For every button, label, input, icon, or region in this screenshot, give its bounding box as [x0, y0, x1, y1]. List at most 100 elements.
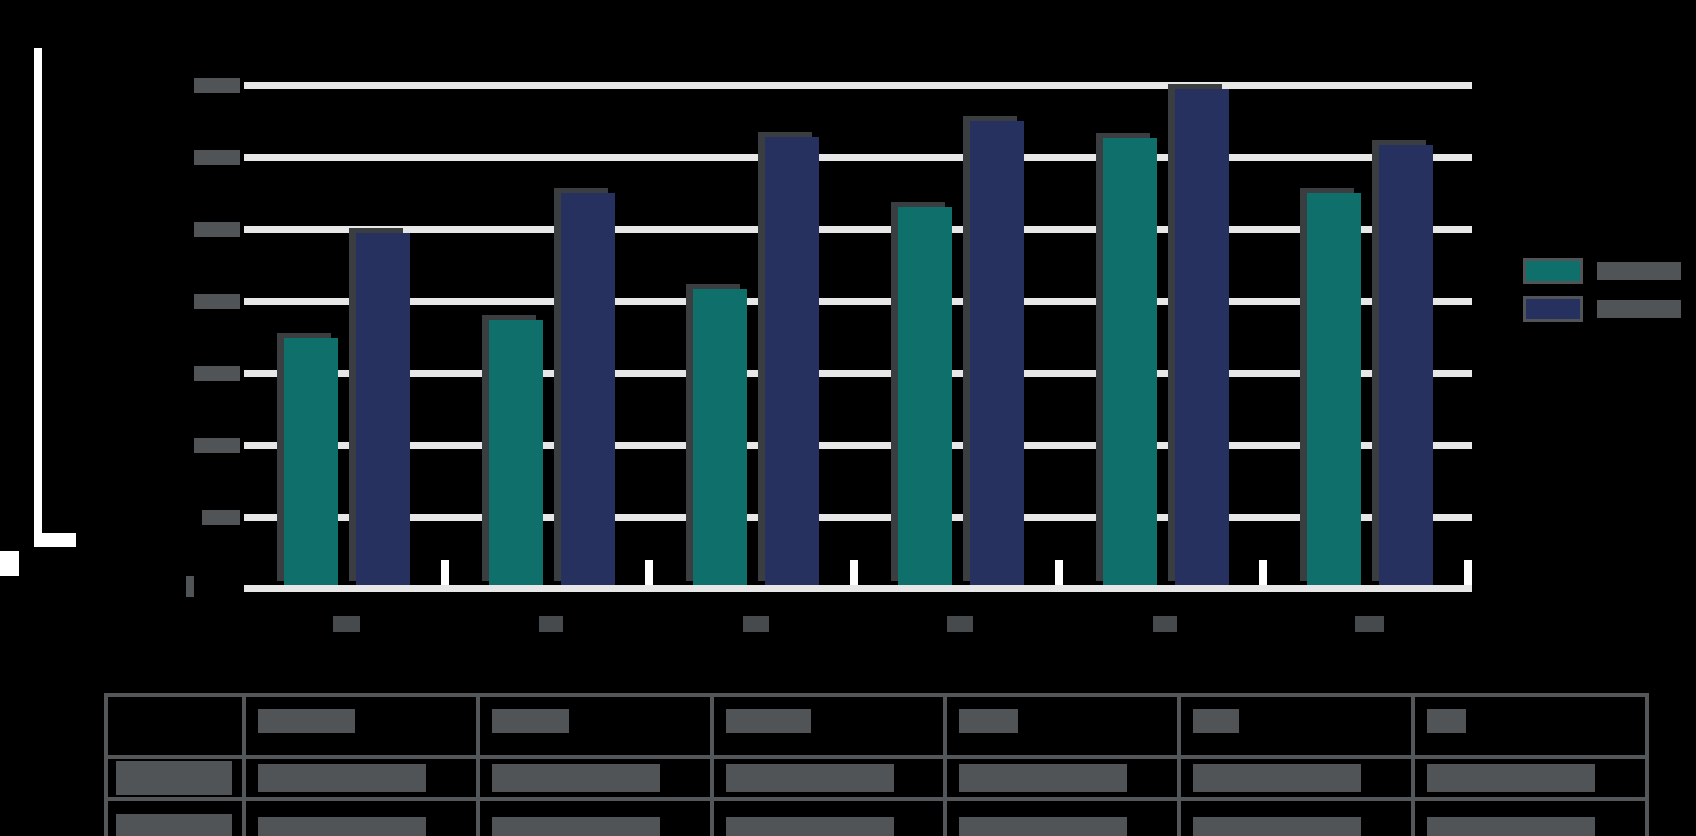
legend-swatch-2019-20	[1523, 258, 1583, 284]
table-cell: 31,200	[713, 801, 944, 836]
x-axis-category-label: May	[1351, 616, 1389, 632]
table-cell: 27,300	[1415, 759, 1645, 797]
y-axis-line	[34, 48, 42, 542]
cell-text: 20,600	[725, 764, 894, 792]
y-axis-tick-label: 25,000	[168, 221, 240, 237]
bar-2020-21-mar	[970, 120, 1024, 586]
chart-data-table: December January February March April Ma…	[104, 693, 1649, 836]
header-text: March	[959, 709, 1019, 733]
gridline	[244, 297, 1472, 305]
x-tick-text: May	[1355, 616, 1384, 632]
table-header-february: February	[713, 697, 944, 755]
bar-2019-20-may	[1307, 192, 1362, 586]
x-axis-line	[244, 585, 1472, 592]
header-text: April	[1193, 709, 1239, 733]
header-text: January	[491, 709, 569, 733]
row-header-text: 2019-20 School Year	[116, 761, 232, 795]
gridline	[244, 153, 1472, 161]
bar-2020-21-may	[1379, 145, 1434, 586]
gridline	[244, 441, 1472, 449]
y-tick-text: 0	[185, 576, 194, 597]
bar-2020-21-dec	[356, 233, 410, 586]
legend-text: 2019-20	[1597, 262, 1681, 280]
bar-2019-20-dec	[284, 338, 338, 586]
y-axis-tick-label: 0	[180, 576, 194, 597]
x-axis-tick	[440, 560, 449, 592]
legend-swatch-2020-21	[1523, 296, 1583, 322]
table-cell: 32,300	[947, 801, 1178, 836]
table-header-january: January	[479, 697, 710, 755]
corner-white-box	[0, 551, 19, 576]
table-row-header-2020-21: 2020-21 School Year	[108, 801, 242, 836]
x-axis-category-label: Mar	[941, 616, 979, 632]
table-cell: 24,500	[246, 801, 476, 836]
table-cell: 26,300	[947, 759, 1178, 797]
y-tick-text: 10,000	[194, 437, 240, 453]
bar-2020-21-jan	[560, 192, 615, 586]
x-axis-category-label: Jan	[532, 616, 570, 632]
legend-label-2020-21: 2020-21	[1597, 300, 1681, 318]
y-axis-tick-label: 30,000	[168, 149, 240, 165]
cell-text: 30,600	[1427, 817, 1596, 836]
y-tick-text: 35,000	[194, 77, 240, 93]
cell-text: 34,500	[1193, 817, 1362, 836]
table-cell: 20,600	[713, 759, 944, 797]
bar-2019-20-mar	[898, 207, 952, 586]
y-tick-text: 15,000	[194, 365, 240, 381]
x-axis-category-label: Dec	[327, 616, 365, 632]
table-header-december: December	[246, 697, 476, 755]
gridline	[244, 369, 1472, 377]
x-tick-text: Jan	[538, 616, 564, 632]
header-text: December	[258, 709, 355, 733]
bar-2019-20-apr	[1102, 138, 1157, 586]
cell-text: 17,200	[258, 764, 426, 792]
y-tick-text: 25,000	[194, 221, 240, 237]
x-tick-text: Apr	[1153, 616, 1177, 632]
cell-text: 27,300	[491, 817, 660, 836]
table-header-april: April	[1181, 697, 1412, 755]
table-cell: 18,500	[479, 759, 710, 797]
x-axis-tick	[850, 560, 858, 592]
bar-2019-20-feb	[693, 289, 748, 586]
table-cell: 31,100	[1181, 759, 1412, 797]
table-corner-cell	[108, 697, 242, 755]
row-header-text: 2020-21 School Year	[116, 814, 232, 836]
x-axis-category-label: Feb	[737, 616, 775, 632]
header-text: May	[1427, 709, 1467, 733]
bar-2020-21-apr	[1174, 89, 1229, 586]
cell-text: 31,200	[725, 817, 894, 836]
legend-text: 2020-21	[1597, 300, 1681, 318]
y-axis-tick-label: 20,000	[168, 293, 240, 309]
y-tick-text: 5,000	[202, 509, 240, 525]
table-cell: 27,300	[479, 801, 710, 836]
x-tick-text: Feb	[742, 616, 769, 632]
y-axis-line-foot	[34, 533, 76, 547]
gridline	[244, 225, 1472, 233]
legend-label-2019-20: 2019-20	[1597, 262, 1681, 280]
y-axis-tick-label: 5,000	[168, 509, 240, 525]
x-axis-tick	[1259, 560, 1268, 592]
bar-2019-20-jan	[488, 319, 543, 586]
y-tick-text: 30,000	[194, 149, 240, 165]
y-axis-tick-label: 35,000	[168, 77, 240, 93]
table-row-header-2019-20: 2019-20 School Year	[108, 759, 242, 797]
cell-text: 27,300	[1427, 764, 1596, 792]
cell-text: 18,500	[491, 764, 660, 792]
cell-text: 32,300	[959, 817, 1128, 836]
cell-text: 24,500	[258, 817, 426, 836]
table-header-march: March	[947, 697, 1178, 755]
header-text: February	[725, 709, 812, 733]
table-header-may: May	[1415, 697, 1645, 755]
table-cell: 30,600	[1415, 801, 1645, 836]
y-axis-tick-label: 15,000	[168, 365, 240, 381]
gridline	[244, 513, 1472, 521]
table-cell: 34,500	[1181, 801, 1412, 836]
cell-text: 26,300	[959, 764, 1128, 792]
gridline	[244, 81, 1472, 89]
x-axis-tick	[645, 560, 654, 592]
bar-2020-21-feb	[765, 136, 820, 586]
y-tick-text: 20,000	[194, 293, 240, 309]
x-tick-text: Mar	[947, 616, 974, 632]
x-axis-category-label: Apr	[1146, 616, 1184, 632]
